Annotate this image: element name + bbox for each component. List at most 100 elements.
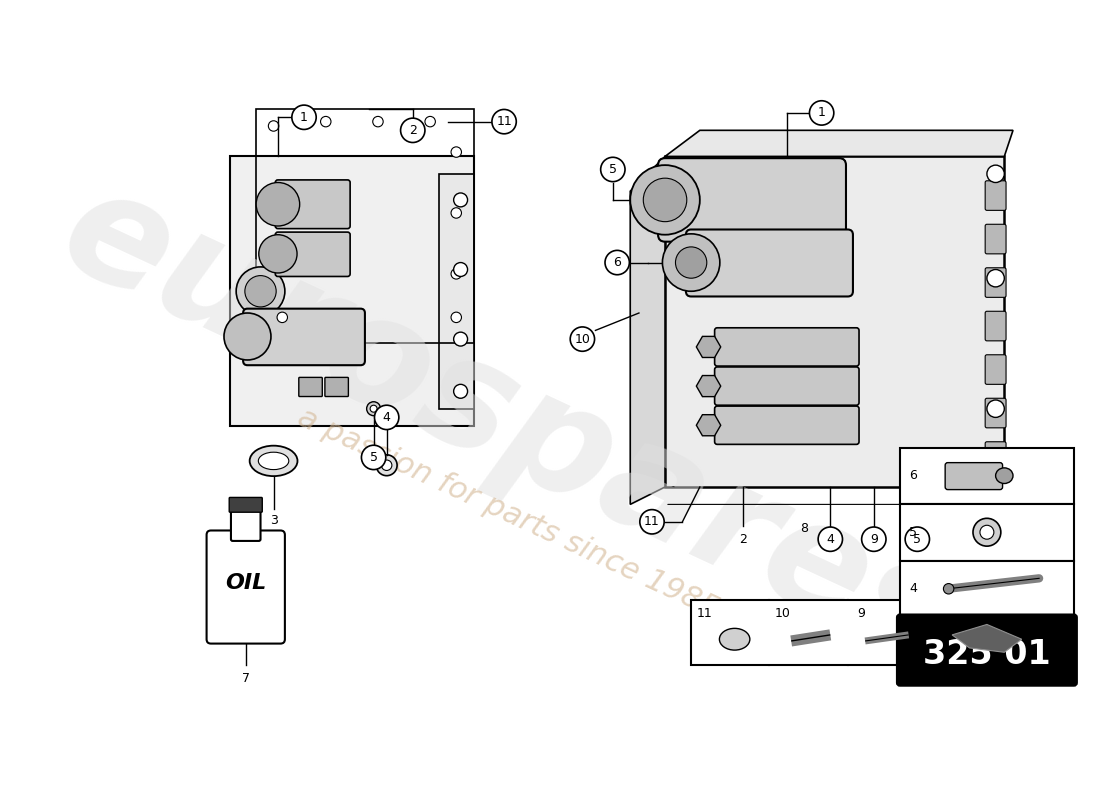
FancyBboxPatch shape xyxy=(986,354,1006,384)
Circle shape xyxy=(810,101,834,125)
Text: 4: 4 xyxy=(826,533,834,546)
FancyBboxPatch shape xyxy=(231,507,261,541)
FancyBboxPatch shape xyxy=(275,232,350,277)
Text: 5: 5 xyxy=(909,526,917,538)
Circle shape xyxy=(987,461,1004,478)
Circle shape xyxy=(451,269,462,279)
Circle shape xyxy=(601,158,625,182)
Ellipse shape xyxy=(996,468,1013,483)
Text: 9: 9 xyxy=(857,606,865,620)
FancyBboxPatch shape xyxy=(986,442,1006,471)
Circle shape xyxy=(268,121,278,131)
FancyBboxPatch shape xyxy=(986,398,1006,428)
Text: 9: 9 xyxy=(870,533,878,546)
FancyBboxPatch shape xyxy=(299,378,322,397)
FancyBboxPatch shape xyxy=(986,268,1006,298)
Circle shape xyxy=(861,527,886,551)
Circle shape xyxy=(320,117,331,127)
Circle shape xyxy=(818,527,843,551)
Circle shape xyxy=(382,460,392,470)
Circle shape xyxy=(451,312,462,322)
Text: 7: 7 xyxy=(242,672,250,685)
Polygon shape xyxy=(630,157,666,504)
Text: a passion for parts since 1985: a passion for parts since 1985 xyxy=(294,402,724,624)
FancyBboxPatch shape xyxy=(715,367,859,406)
FancyBboxPatch shape xyxy=(324,378,349,397)
Text: 6: 6 xyxy=(909,469,917,482)
Text: OIL: OIL xyxy=(226,573,266,593)
FancyBboxPatch shape xyxy=(945,462,1002,490)
Text: 2: 2 xyxy=(739,533,747,546)
Circle shape xyxy=(366,402,381,416)
Circle shape xyxy=(376,455,397,476)
Text: 10: 10 xyxy=(774,606,791,620)
Polygon shape xyxy=(696,375,720,397)
Bar xyxy=(691,600,926,666)
Text: 5: 5 xyxy=(370,451,377,464)
FancyBboxPatch shape xyxy=(207,530,285,643)
Circle shape xyxy=(987,270,1004,287)
FancyBboxPatch shape xyxy=(666,157,1004,487)
Text: eurospares: eurospares xyxy=(40,154,978,698)
Text: 4: 4 xyxy=(909,582,917,595)
Circle shape xyxy=(980,526,994,539)
Circle shape xyxy=(662,234,719,291)
FancyBboxPatch shape xyxy=(986,181,1006,210)
Circle shape xyxy=(905,527,930,551)
Circle shape xyxy=(453,193,468,207)
Polygon shape xyxy=(666,130,1013,157)
Text: 10: 10 xyxy=(574,333,591,346)
Circle shape xyxy=(245,276,276,307)
Circle shape xyxy=(292,105,316,130)
Bar xyxy=(900,504,1074,561)
Circle shape xyxy=(373,117,383,127)
FancyBboxPatch shape xyxy=(658,158,846,242)
Circle shape xyxy=(453,262,468,277)
Text: 8: 8 xyxy=(800,522,808,534)
FancyBboxPatch shape xyxy=(986,311,1006,341)
Circle shape xyxy=(425,117,436,127)
Polygon shape xyxy=(696,336,720,358)
Circle shape xyxy=(362,446,386,470)
Text: 4: 4 xyxy=(383,411,390,424)
Polygon shape xyxy=(953,625,1022,652)
Circle shape xyxy=(236,267,285,316)
Circle shape xyxy=(492,110,516,134)
Circle shape xyxy=(451,208,462,218)
FancyBboxPatch shape xyxy=(229,498,262,512)
Circle shape xyxy=(370,406,377,412)
Ellipse shape xyxy=(258,452,289,470)
FancyBboxPatch shape xyxy=(898,615,1077,686)
Circle shape xyxy=(451,147,462,158)
Circle shape xyxy=(453,332,468,346)
Ellipse shape xyxy=(250,446,297,476)
Circle shape xyxy=(277,312,287,322)
Polygon shape xyxy=(696,414,720,436)
Circle shape xyxy=(987,400,1004,418)
Circle shape xyxy=(453,384,468,398)
Text: 11: 11 xyxy=(645,515,660,528)
Circle shape xyxy=(224,313,271,360)
Text: 5: 5 xyxy=(913,533,922,546)
Circle shape xyxy=(570,327,595,351)
FancyBboxPatch shape xyxy=(715,406,859,444)
Text: 11: 11 xyxy=(496,115,512,128)
Text: 6: 6 xyxy=(614,256,622,269)
Bar xyxy=(900,561,1074,618)
Circle shape xyxy=(644,178,686,222)
Circle shape xyxy=(374,406,399,430)
Circle shape xyxy=(944,583,954,594)
FancyBboxPatch shape xyxy=(439,174,474,409)
FancyBboxPatch shape xyxy=(986,224,1006,254)
Ellipse shape xyxy=(719,628,750,650)
Bar xyxy=(900,448,1074,504)
Text: 3: 3 xyxy=(270,514,277,526)
Text: 1: 1 xyxy=(817,106,826,119)
FancyBboxPatch shape xyxy=(243,309,365,366)
FancyBboxPatch shape xyxy=(230,157,474,426)
Text: 5: 5 xyxy=(608,163,617,176)
Circle shape xyxy=(256,182,299,226)
Circle shape xyxy=(640,510,664,534)
Circle shape xyxy=(987,165,1004,182)
Text: 2: 2 xyxy=(409,124,417,137)
